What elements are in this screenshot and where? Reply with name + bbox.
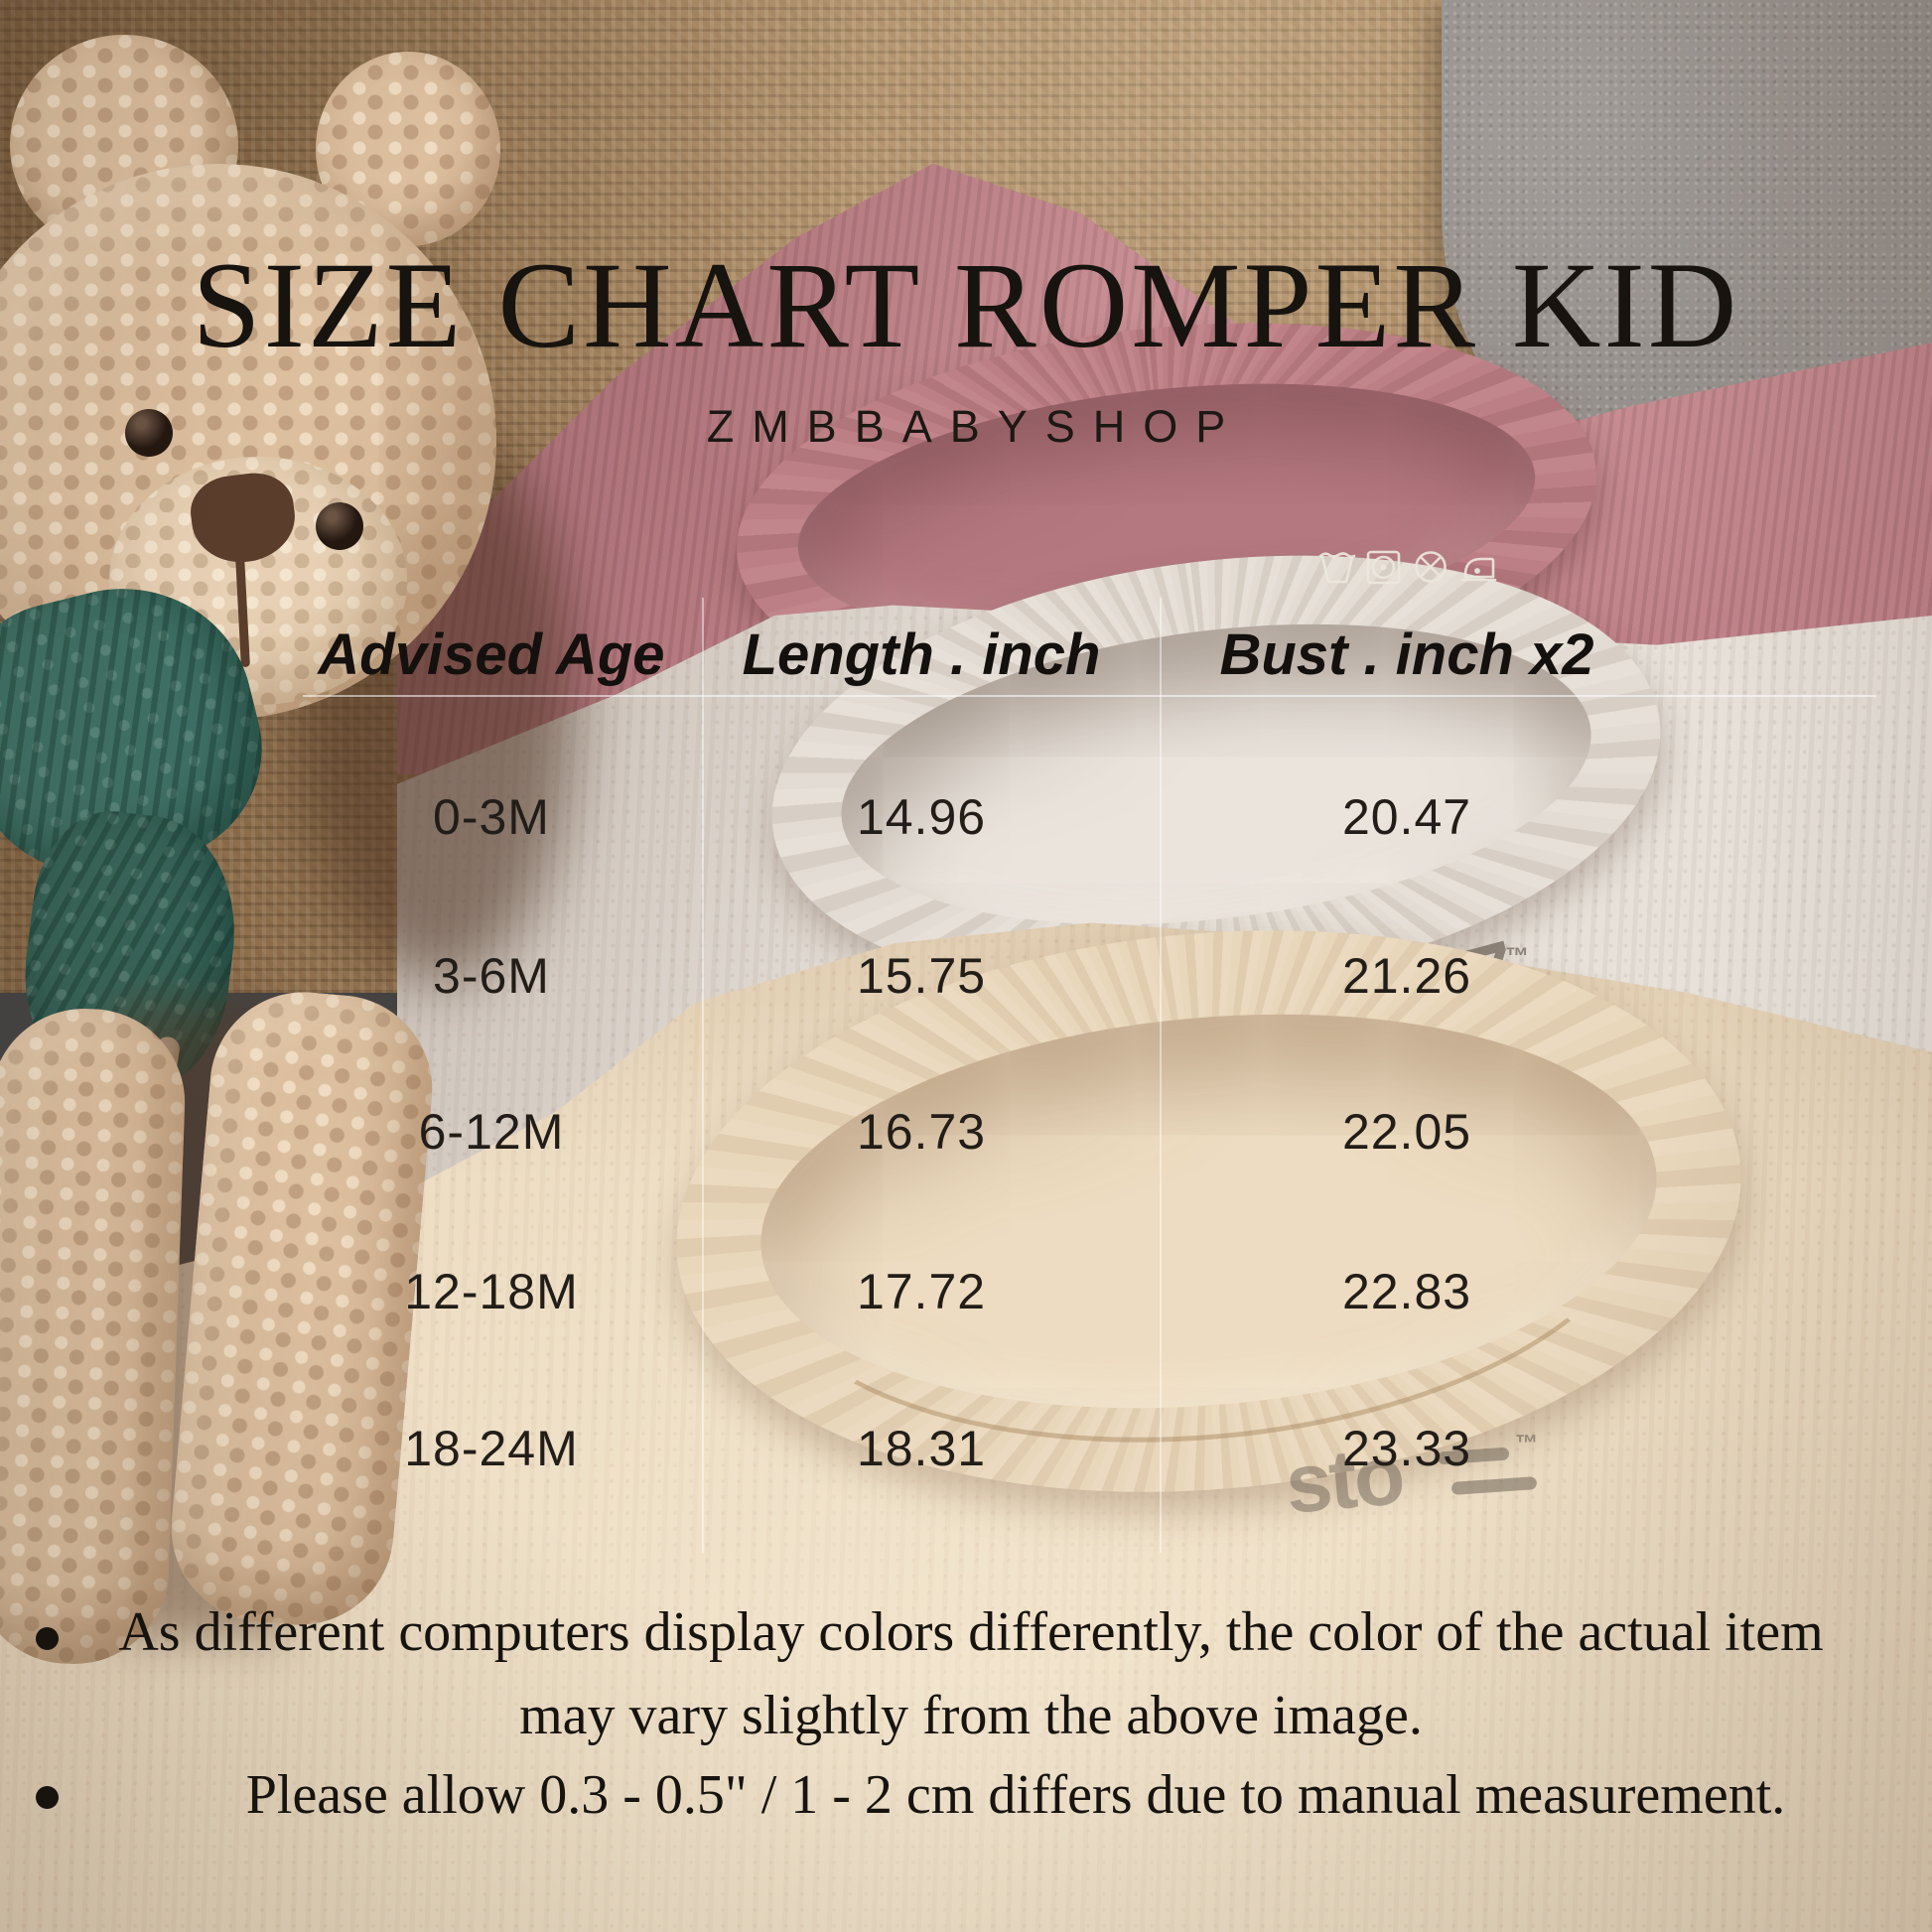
table-cell-length: 18.31 [856, 1421, 987, 1476]
table-cell-length: 16.73 [856, 1104, 987, 1160]
table-cell-age: 18-24M [404, 1421, 579, 1476]
table-column-divider [1160, 598, 1162, 1553]
table-cell-age: 0-3M [433, 789, 550, 845]
iron-icon [1460, 557, 1497, 582]
shop-name: ZMBBABYSHOP [706, 401, 1244, 452]
bullet-dot [36, 1627, 59, 1650]
column-header-bust: Bust . inch x2 [1219, 622, 1594, 687]
scarf-fringe [144, 1035, 182, 1130]
table-cell-age: 3-6M [433, 948, 550, 1004]
washtub-icon [1318, 552, 1356, 584]
measurement-disclaimer-note: Please allow 0.3 - 0.5" / 1 - 2 cm diffe… [245, 1764, 1786, 1826]
table-cell-length: 17.72 [856, 1264, 987, 1319]
table-cell-bust: 22.83 [1341, 1264, 1472, 1319]
table-cell-bust: 22.05 [1341, 1104, 1472, 1160]
table-cell-age: 6-12M [418, 1104, 565, 1160]
table-cell-length: 14.96 [856, 789, 987, 845]
tumble-dry-icon [1366, 550, 1401, 585]
scarf-fringe [109, 1043, 137, 1137]
table-cell-bust: 21.26 [1341, 948, 1472, 1004]
table-cell-bust: 23.33 [1341, 1421, 1472, 1476]
page-title: SIZE CHART ROMPER KID [192, 237, 1740, 373]
column-header-length: Length . inch [742, 622, 1101, 687]
table-cell-age: 12-18M [404, 1264, 579, 1319]
scarf-fringe [69, 1027, 102, 1122]
table-header-underline [303, 695, 1876, 697]
table-cell-bust: 20.47 [1341, 789, 1472, 845]
trademark-symbol: ™ [1515, 1430, 1538, 1455]
table-column-divider [702, 598, 704, 1553]
table-cell-length: 15.75 [856, 948, 987, 1004]
column-header-advised-age: Advised Age [318, 622, 665, 687]
bullet-dot [36, 1786, 59, 1809]
care-icons [1318, 550, 1497, 585]
color-disclaimer-note: As different computers display colors di… [118, 1601, 1824, 1746]
do-not-bleach-icon [1415, 551, 1447, 583]
